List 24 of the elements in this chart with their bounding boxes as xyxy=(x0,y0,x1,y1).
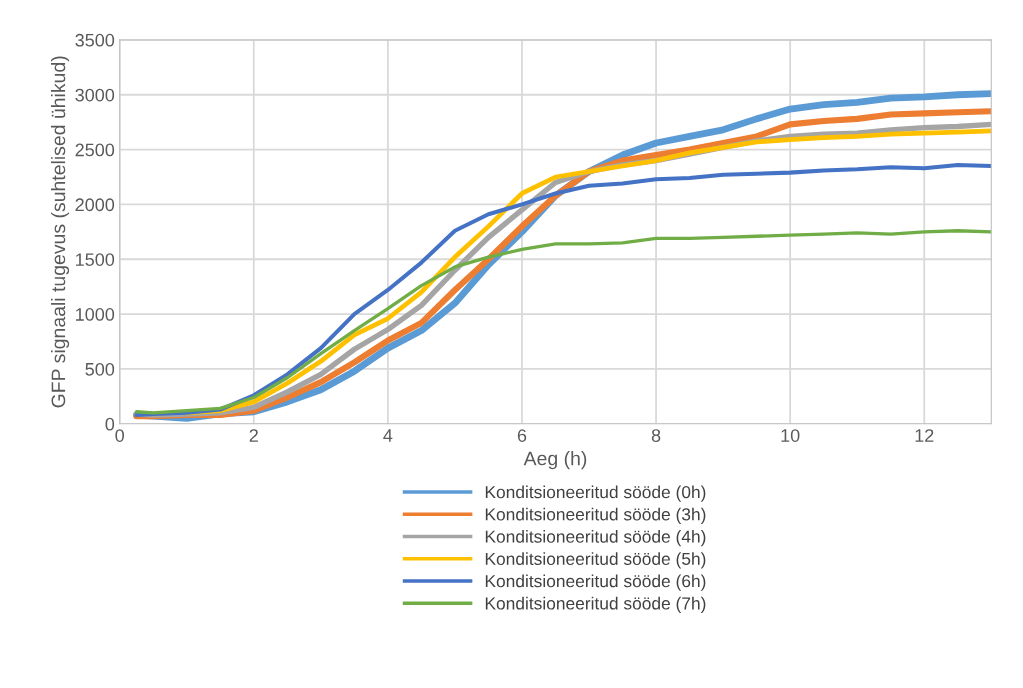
legend-label: Konditsioneeritud sööde (0h) xyxy=(485,485,706,502)
y-axis-title: GFP signaali tugevus (suhtelised ühikud) xyxy=(50,56,70,408)
legend-label: Konditsioneeritud sööde (4h) xyxy=(485,530,706,547)
y-tick-label: 500 xyxy=(85,362,115,376)
y-tick-label: 2000 xyxy=(75,198,115,212)
legend-label: Konditsioneeritud sööde (5h) xyxy=(485,552,706,569)
x-tick-label: 6 xyxy=(517,429,527,442)
x-tick-label: 4 xyxy=(383,429,393,442)
legend-label: Konditsioneeritud sööde (3h) xyxy=(485,507,706,524)
x-axis-title: Aeg (h) xyxy=(523,451,587,470)
x-tick-label: 12 xyxy=(915,429,934,442)
y-tick-label: 0 xyxy=(105,417,115,431)
line-series xyxy=(134,229,992,415)
y-tick-label: 2500 xyxy=(75,143,115,157)
x-tick-label: 0 xyxy=(115,429,125,442)
legend-label: Konditsioneeritud sööde (6h) xyxy=(485,574,706,591)
x-tick-label: 10 xyxy=(781,429,800,442)
y-tick-label: 3500 xyxy=(75,33,115,47)
x-tick-label: 2 xyxy=(249,429,258,442)
x-tick-label: 8 xyxy=(651,429,661,442)
y-tick-label: 3000 xyxy=(75,88,115,102)
y-tick-label: 1500 xyxy=(76,253,115,266)
legend-label: Konditsioneeritud sööde (7h) xyxy=(485,596,706,613)
y-tick-label: 1000 xyxy=(76,308,115,321)
